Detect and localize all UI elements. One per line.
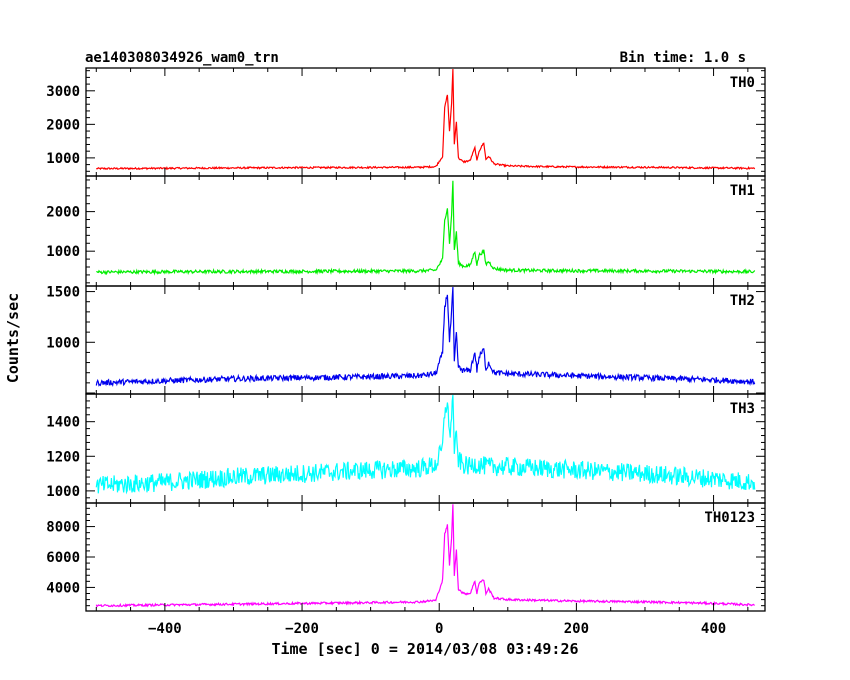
x-tick-label: −400: [148, 621, 182, 637]
y-tick-label: 2000: [46, 117, 80, 133]
y-tick-label: 1500: [46, 285, 80, 301]
panel-frame: [85, 502, 766, 612]
y-tick-label: 8000: [46, 520, 80, 536]
panel-th3: 1000 1200 1400 TH3: [46, 393, 766, 504]
panel-frame: [85, 67, 766, 177]
y-tick-label: 1400: [46, 415, 80, 431]
panel-name-th0: TH0: [730, 75, 755, 91]
panel-th0: 1000 2000 3000 TH0: [46, 67, 766, 177]
panel-th2: 1000 1500 TH2: [46, 285, 766, 395]
y-tick-label: 1000: [46, 484, 80, 500]
x-tick-label: 0: [435, 621, 443, 637]
y-tick-label: 1000: [46, 244, 80, 260]
y-tick-label: 4000: [46, 580, 80, 596]
panel-th1: 1000 2000 TH1: [46, 175, 766, 287]
x-tick-label: 400: [701, 621, 726, 637]
panels-group: 100020003000TH010002000TH110001500TH2100…: [46, 67, 766, 612]
panel-th0123: 4000 6000 8000 TH0123: [46, 502, 766, 612]
panel-name-th1: TH1: [730, 183, 755, 199]
series-line-th2: [95, 286, 756, 387]
x-tick-labels: −400 −200 0 200 400: [148, 621, 726, 637]
x-axis-label: Time [sec] 0 = 2014/03/08 03:49:26: [271, 640, 578, 658]
panel-name-th2: TH2: [730, 293, 755, 309]
y-tick-label: 1000: [46, 335, 80, 351]
x-tick-label: −200: [285, 621, 319, 637]
bin-time-label: Bin time: 1.0 s: [620, 50, 746, 66]
panel-name-th3: TH3: [730, 401, 755, 417]
y-tick-label: 1200: [46, 449, 80, 465]
series-line-th1: [96, 180, 756, 276]
series-line-th0: [95, 68, 756, 171]
y-tick-label: 2000: [46, 205, 80, 221]
series-line-th3: [95, 394, 756, 495]
y-tick-label: 6000: [46, 550, 80, 566]
y-axis-label: Counts/sec: [4, 293, 22, 383]
panel-name-th0123: TH0123: [704, 510, 755, 526]
chart-title: ae140308034926_wam0_trn: [85, 50, 279, 66]
x-tick-label: 200: [564, 621, 589, 637]
y-tick-label: 1000: [46, 151, 80, 167]
y-tick-label: 3000: [46, 84, 80, 100]
series-line-th0123: [95, 504, 755, 608]
